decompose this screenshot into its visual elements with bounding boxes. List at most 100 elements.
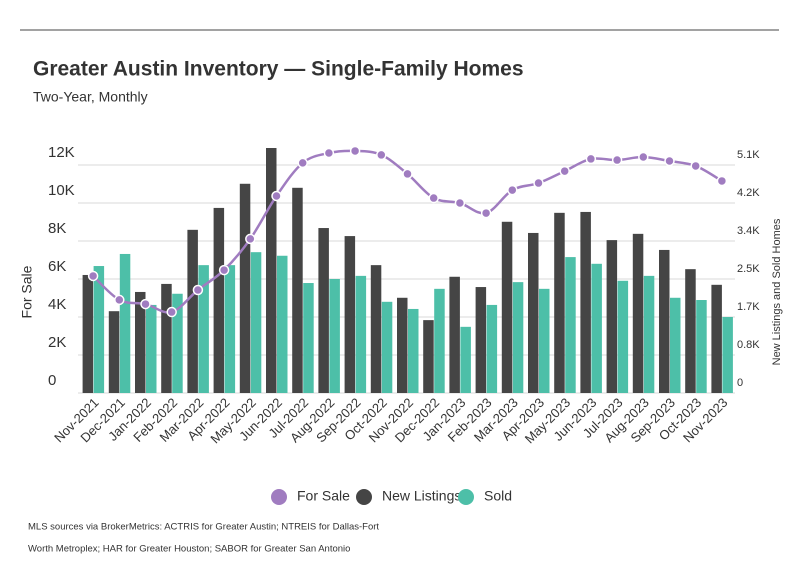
bar [381,301,393,393]
line-point [297,157,308,169]
y-axis-label: For Sale [19,265,35,318]
bar [643,275,655,393]
y-tick-label: 0 [48,372,56,389]
bar [501,221,513,393]
bar [486,304,498,393]
y2-tick-label: 2.5K [737,263,760,275]
bar [659,249,670,393]
bar [119,253,131,393]
line-point [716,175,728,187]
y2-tick-label: 5.1K [737,149,760,161]
bar [408,308,419,393]
bar [696,300,707,393]
y-tick-label: 6K [48,258,66,275]
legend-label: New Listings [382,488,461,504]
bar [239,183,251,393]
line-point [166,306,177,318]
line-point [192,284,204,296]
legend-label: For Sale [297,488,350,504]
line-point [376,149,387,161]
y-tick-label: 12K [48,144,75,161]
line-point [585,153,597,165]
bar [344,236,356,393]
bar [108,311,120,393]
bar [397,297,408,393]
bar [711,284,722,393]
bar [423,320,434,393]
bar [722,317,733,393]
y2-tick-label: 0.8K [737,339,760,351]
line-point [664,155,675,167]
line-point [454,197,466,209]
y-tick-label: 4K [48,296,66,313]
chart-subtitle: Two-Year, Monthly [33,89,148,105]
line-point [114,294,125,306]
bar [146,304,157,393]
line-point [638,151,649,163]
y2-tick-label: 0 [737,377,743,389]
bar [512,282,524,393]
bar [606,240,618,393]
y-tick-label: 10K [48,182,75,199]
bar [449,276,460,393]
source-note: Worth Metroplex; HAR for Greater Houston… [28,544,350,555]
bar [172,293,183,393]
bar [82,274,94,393]
bar [292,187,303,393]
bar [198,265,209,393]
bar [318,228,329,393]
bar [434,288,445,393]
line-point [690,160,701,172]
bar [670,297,681,393]
line-point [245,233,256,245]
bar [93,266,105,393]
chart-title: Greater Austin Inventory — Single-Family… [33,58,524,81]
legend-label: Sold [484,488,512,504]
legend-marker [271,489,287,505]
line-point [271,190,282,202]
line-point [349,145,361,157]
line-point [611,154,623,166]
y-tick-label: 2K [48,334,66,351]
bar [250,252,262,393]
line-point [533,177,544,189]
bar [329,279,340,393]
bar [460,326,471,393]
bar [135,291,146,393]
line-point [218,264,230,276]
bar [580,211,591,393]
line-point [507,184,518,196]
bar [187,229,198,393]
bar [554,212,565,393]
line-point [323,147,335,159]
y-tick-label: 8K [48,220,66,237]
line-point [140,298,151,310]
line-point [428,192,439,204]
bar [266,148,277,393]
bar [528,232,539,393]
bar [539,288,550,393]
bar [224,265,236,393]
bar [277,255,288,393]
y2-tick-label: 3.4K [737,225,760,237]
bar [591,263,602,393]
y2-tick-label: 4.2K [737,187,760,199]
y2-axis-label: New Listings and Sold Homes [771,218,783,365]
bar [355,275,367,393]
bar [565,257,576,393]
bar [632,233,644,393]
legend-marker [458,489,474,505]
bar [213,207,225,393]
bar [370,265,382,393]
source-note: MLS sources via BrokerMetrics: ACTRIS fo… [28,522,379,533]
y2-tick-label: 1.7K [737,301,760,313]
line-point [480,207,492,219]
line-point [559,165,570,177]
bar [617,280,629,393]
bar [685,269,696,393]
bar [161,283,172,393]
line-point [87,270,99,282]
line-point [402,168,413,180]
